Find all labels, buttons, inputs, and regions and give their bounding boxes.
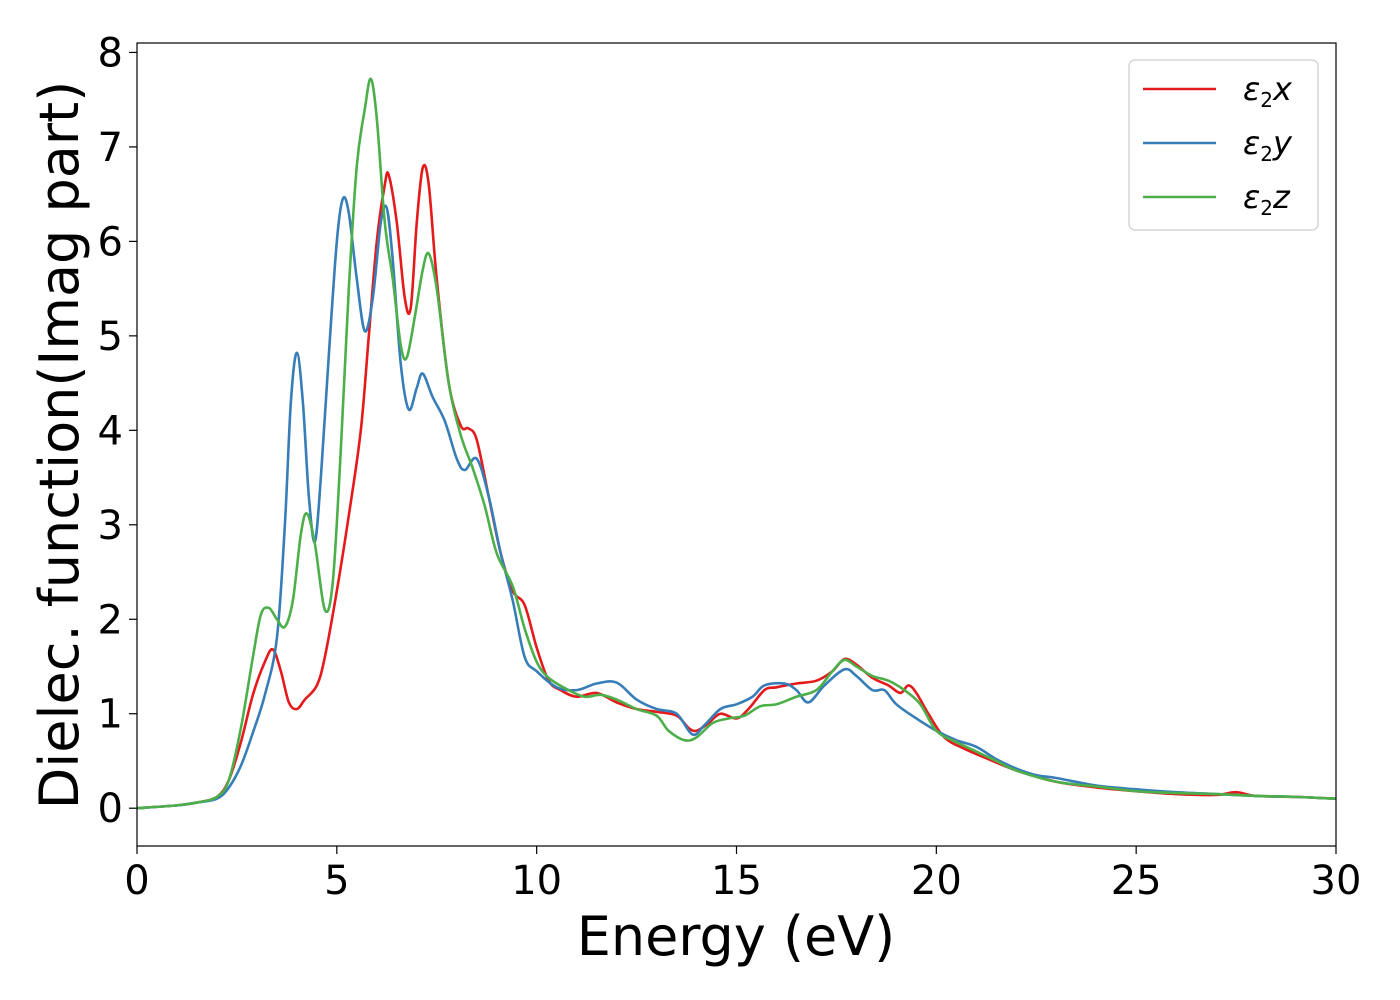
y-tick-label: 6 [98,219,123,265]
series-layer [137,77,1336,810]
y-tick-label: 8 [98,30,123,76]
y-axis-title: Dielec. function(Imag part) [28,81,91,810]
y-tick-label: 5 [98,314,123,360]
x-tick-label: 20 [911,858,962,904]
x-tick-label: 25 [1111,858,1162,904]
x-tick-label: 10 [511,858,562,904]
legend-label-x: ε2x [1243,70,1293,112]
y-tick-label: 1 [98,692,123,738]
y-tick-label: 7 [98,125,123,171]
x-tick-label: 0 [124,858,149,904]
y-tick-label: 0 [98,786,123,832]
series-line-z [137,77,1336,810]
legend: ε2x ε2y ε2z [1128,59,1319,231]
legend-label-y: ε2y [1243,124,1293,166]
axes-layer: 0 5 10 15 20 25 30 0 1 2 3 4 5 6 7 8 [98,30,1362,904]
x-tick-label: 15 [711,858,762,904]
legend-box [1128,59,1319,231]
y-tick-label: 4 [98,408,123,454]
y-tick-label: 3 [98,503,123,549]
x-tick-label: 30 [1311,858,1362,904]
x-axis-title: Energy (eV) [577,905,896,968]
legend-label-z: ε2z [1243,178,1291,220]
y-tick-label: 2 [98,597,123,643]
x-tick-label: 5 [324,858,349,904]
